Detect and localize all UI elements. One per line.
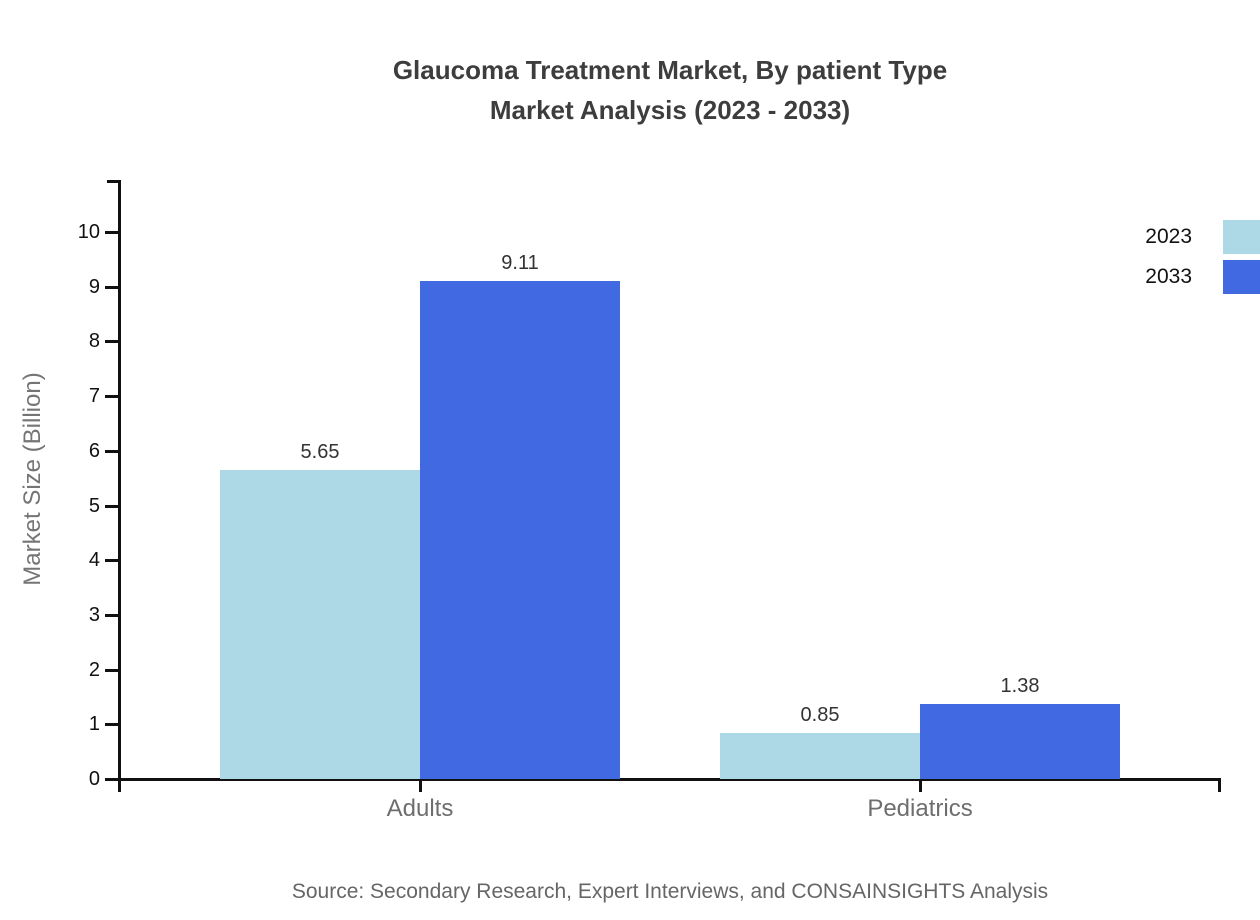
y-tick-2 — [105, 668, 118, 672]
legend-item-2023: 2023 — [1145, 220, 1260, 254]
y-tick-0 — [105, 778, 118, 781]
y-tick-label-3: 3 — [88, 603, 100, 626]
x-axis-right-cap — [1218, 778, 1221, 792]
chart-title: Glaucoma Treatment Market, By patient Ty… — [80, 50, 1260, 130]
value-label-pediatrics-2033: 1.38 — [1000, 674, 1040, 697]
y-tick-7 — [105, 395, 118, 399]
chart-title-line2: Market Analysis (2023 - 2033) — [489, 95, 851, 125]
value-label-pediatrics-2023: 0.85 — [800, 703, 840, 726]
bar-pediatrics-2023 — [720, 732, 920, 779]
y-tick-label-6: 6 — [88, 439, 100, 462]
y-tick-10 — [105, 231, 118, 234]
source-note: Source: Secondary Research, Expert Inter… — [291, 880, 1049, 903]
x-tick-adults — [419, 780, 422, 792]
y-tick-label-7: 7 — [88, 385, 100, 408]
y-tick-8 — [105, 340, 118, 344]
y-tick-label-5: 5 — [88, 494, 100, 517]
y-tick-5 — [105, 504, 118, 508]
legend: 2023 2033 — [1145, 220, 1260, 300]
y-tick-6 — [105, 449, 118, 453]
y-tick-label-9: 9 — [88, 275, 100, 298]
chart-title-line1: Glaucoma Treatment Market, By patient Ty… — [392, 55, 948, 85]
legend-label-2033: 2033 — [1145, 265, 1192, 288]
x-tick-pediatrics — [919, 780, 922, 792]
y-tick-label-1: 1 — [88, 713, 100, 736]
bar-adults-2023 — [220, 469, 420, 779]
y-tick-label-4: 4 — [88, 549, 100, 572]
y-axis-line — [118, 180, 121, 792]
legend-item-2033: 2033 — [1145, 260, 1260, 294]
y-tick-1 — [105, 723, 118, 727]
category-label-pediatrics: Pediatrics — [867, 795, 973, 822]
category-label-adults: Adults — [386, 795, 454, 822]
value-label-adults-2023: 5.65 — [300, 440, 340, 463]
y-tick-9 — [105, 285, 118, 289]
legend-swatch-2033 — [1223, 260, 1260, 294]
y-tick-3 — [105, 613, 118, 617]
bar-adults-2033 — [420, 280, 620, 779]
y-tick-label-10: 10 — [77, 221, 100, 243]
y-tick-label-8: 8 — [88, 330, 100, 353]
legend-label-2023: 2023 — [1145, 225, 1192, 248]
y-tick-4 — [105, 559, 118, 563]
bar-pediatrics-2033 — [920, 703, 1120, 779]
y-axis-top-cap — [107, 180, 121, 183]
y-tick-label-2: 2 — [88, 658, 100, 681]
legend-swatch-2023 — [1223, 220, 1260, 254]
y-tick-label-0: 0 — [88, 768, 100, 790]
x-axis-line — [107, 778, 1221, 781]
value-label-adults-2033: 9.11 — [501, 251, 539, 274]
